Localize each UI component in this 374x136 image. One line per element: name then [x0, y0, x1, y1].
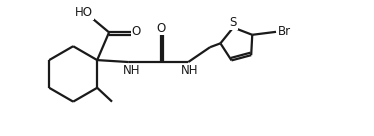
Text: O: O: [131, 25, 140, 38]
Text: NH: NH: [181, 64, 198, 78]
Text: HO: HO: [75, 6, 93, 19]
Text: O: O: [156, 22, 165, 35]
Text: Br: Br: [278, 25, 291, 38]
Text: NH: NH: [123, 64, 141, 78]
Text: S: S: [230, 16, 237, 29]
